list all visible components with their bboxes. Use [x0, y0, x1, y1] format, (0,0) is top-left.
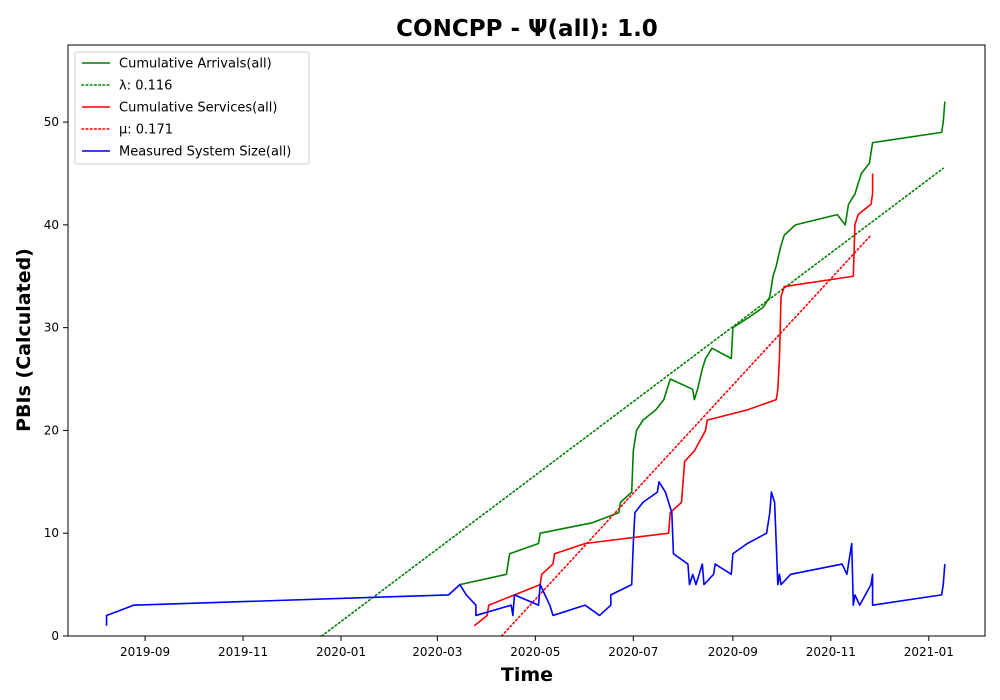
legend-label-3: μ: 0.171 [119, 123, 173, 138]
y-tick-label: 40 [44, 218, 59, 232]
y-tick-label: 10 [44, 526, 59, 540]
legend: Cumulative Arrivals(all) λ: 0.116 Cumulati… [75, 52, 309, 164]
legend-label-0: Cumulative Arrivals(all) [119, 57, 272, 72]
y-tick-label: 30 [44, 321, 59, 335]
x-tick-label: 2021-01 [904, 645, 954, 659]
x-tick-label: 2020-07 [608, 645, 658, 659]
x-axis-title: Time [501, 664, 553, 686]
y-tick-label: 50 [44, 115, 59, 129]
x-tick-label: 2020-03 [412, 645, 462, 659]
x-tick-label: 2019-09 [120, 645, 170, 659]
legend-label-4: Measured System Size(all) [119, 145, 291, 160]
x-tick-label: 2020-11 [806, 645, 856, 659]
chart-title: CONCPP - Ψ(all): 1.0 [396, 16, 658, 42]
x-tick-label: 2019-11 [218, 645, 268, 659]
y-tick-label: 20 [44, 423, 59, 437]
x-tick-label: 2020-09 [708, 645, 758, 659]
y-axis-title: PBIs (Calculated) [13, 248, 35, 432]
legend-label-2: Cumulative Services(all) [119, 101, 277, 116]
x-tick-label: 2020-05 [510, 645, 560, 659]
legend-label-1: λ: 0.116 [119, 79, 172, 94]
y-tick-label: 0 [51, 629, 59, 643]
x-tick-label: 2020-01 [316, 645, 366, 659]
